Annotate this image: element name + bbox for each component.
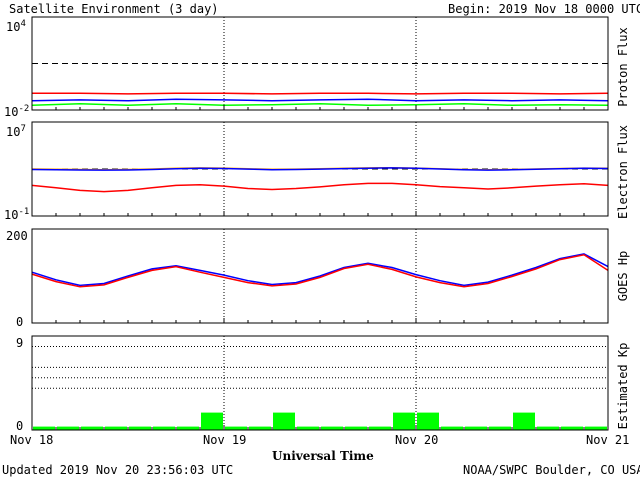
credit-text: NOAA/SWPC Boulder, CO USA [463,463,640,477]
xtick-nov20: Nov 20 [395,433,439,447]
panel-frame [31,16,609,111]
series-line-green [31,103,609,107]
xaxis-label: Universal Time [272,449,374,463]
kp-bar [297,426,319,430]
series-line-blue [31,98,609,102]
kp-ylabel: Estimated Kp [616,342,630,430]
proton-ytick-top: 104 [6,19,26,34]
hp-ylabel: GOES Hp [616,250,630,302]
kp-ytick-bottom: 0 [16,419,24,433]
chart-title: Satellite Environment (3 day) [9,2,219,16]
hp-ytick-top: 200 [6,229,28,243]
kp-bar [129,426,151,430]
kp-bar [465,426,487,430]
grid-layer [32,17,608,430]
kp-bar [201,412,223,430]
series-line-red [31,254,609,288]
xtick-nov18: Nov 18 [10,433,54,447]
begin-time: Begin: 2019 Nov 18 0000 UTC [448,2,640,16]
xtick-nov21: Nov 21 [586,433,630,447]
kp-bar [105,426,127,430]
kp-bar [561,426,583,430]
kp-bar [177,426,199,430]
frames-layer [31,16,609,431]
kp-bar [441,426,463,430]
kp-bar [417,412,439,430]
kp-bar [273,412,295,430]
hp-ytick-bottom: 0 [16,315,24,329]
series-line-blue [31,253,609,287]
kp-bar [81,426,103,430]
xtick-nov19: Nov 19 [203,433,247,447]
kp-bar [489,426,511,430]
series-line-blue [31,167,609,171]
electron-ylabel: Electron Flux [616,125,630,219]
kp-bar [249,426,271,430]
kp-bar [57,426,79,430]
electron-ytick-bottom: 10-1 [4,207,30,222]
proton-ylabel: Proton Flux [616,27,630,107]
kp-ytick-top: 9 [16,336,24,350]
kp-bar [345,426,367,430]
kp-bar [585,426,607,430]
kp-bar [225,426,247,430]
kp-bar [153,426,175,430]
marks-layer [31,92,609,430]
kp-bar [393,412,415,430]
kp-bar [369,426,391,430]
kp-bar [33,426,55,430]
series-line-red [31,182,609,193]
proton-ytick-bottom: 10-2 [4,104,30,119]
updated-timestamp: Updated 2019 Nov 20 23:56:03 UTC [2,463,234,477]
electron-ytick-top: 107 [6,124,26,139]
kp-bar [513,412,535,430]
kp-bar [321,426,343,430]
series-line-red [32,92,609,95]
kp-bar [537,426,559,430]
